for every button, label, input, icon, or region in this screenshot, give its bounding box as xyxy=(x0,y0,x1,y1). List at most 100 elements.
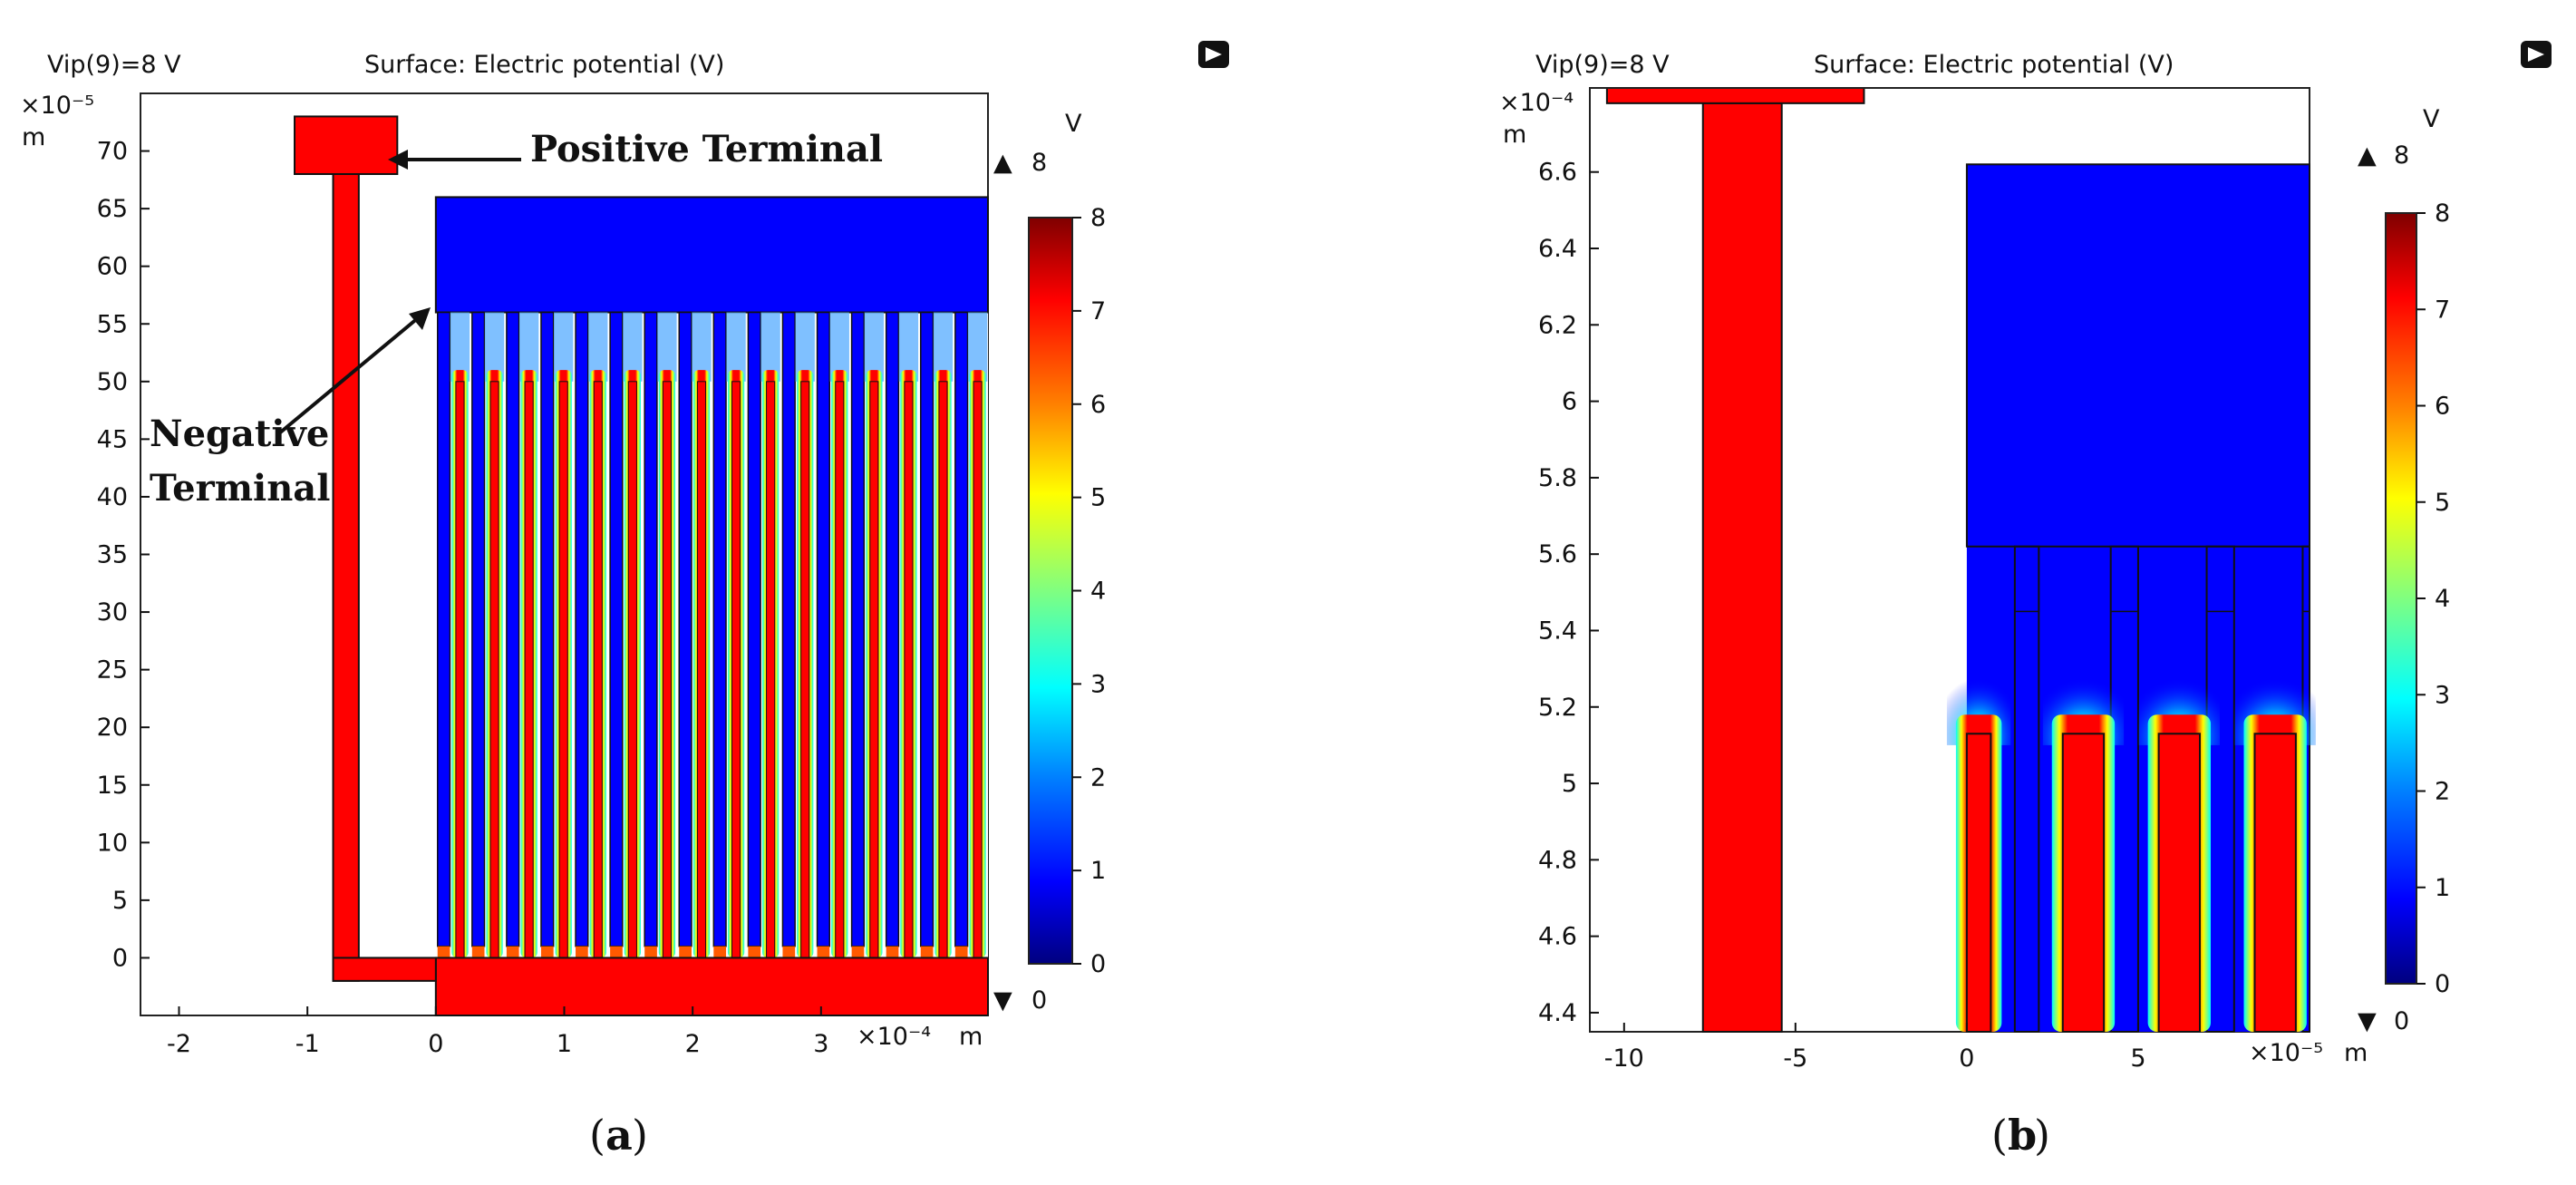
y-tick-label: 5 xyxy=(112,887,128,915)
field-halo xyxy=(450,312,470,382)
positive-finger-core xyxy=(869,381,879,958)
positive-finger-core xyxy=(455,381,465,958)
field-hot-zone xyxy=(782,946,796,958)
colorbar-tick-label: 1 xyxy=(1090,857,1106,885)
field-halo xyxy=(623,312,643,382)
field-hot-zone xyxy=(920,946,934,958)
field-halo xyxy=(554,312,574,382)
colorbar-tick-label: 8 xyxy=(1090,204,1106,232)
x-tick-label: 3 xyxy=(813,1030,828,1058)
y-tick-label: 65 xyxy=(97,195,128,223)
negative-terminal-label-line2: Terminal xyxy=(150,467,330,510)
positive-finger-core xyxy=(593,381,603,958)
field-halo xyxy=(933,312,954,382)
y-tick-label: 50 xyxy=(97,368,128,396)
chart-title-a: Surface: Electric potential (V) xyxy=(364,51,724,79)
caption-b-letter: b xyxy=(2008,1111,2037,1160)
panel-a: -2 -1 0 1 2 3 0 5 10 15 20 25 30 35 40 45 50 55 60 65 70 Vip… xyxy=(20,41,1229,1160)
colorbar-tick-label: 4 xyxy=(2435,585,2450,613)
y-tick-label: 55 xyxy=(97,310,128,338)
positive-finger-core xyxy=(731,381,741,958)
colorbar-a xyxy=(1028,217,1073,965)
y-tick-label: 45 xyxy=(97,425,128,453)
negative-terminal-arrow xyxy=(277,316,421,435)
y-tick-label: 20 xyxy=(97,714,128,742)
y-tick-label: 70 xyxy=(97,138,128,166)
field-hot-zone xyxy=(817,946,830,958)
negative-finger xyxy=(850,311,866,947)
colorbar-tick-label: 4 xyxy=(1090,578,1106,606)
y-tick-label: 5 xyxy=(1562,770,1577,798)
field-hot-zone xyxy=(576,946,588,958)
positive-pad xyxy=(294,115,399,175)
negative-bus xyxy=(1965,163,2311,548)
x-unit-label-a: m xyxy=(959,1023,983,1051)
y-tick-label: 6.4 xyxy=(1538,235,1577,263)
y-tick-label: 15 xyxy=(97,772,128,800)
colorbar-min-label-b: 0 xyxy=(2394,1007,2409,1035)
y-tick-label: 4.6 xyxy=(1538,923,1577,951)
x-tick-label: -10 xyxy=(1604,1044,1644,1073)
y-tick-label: 0 xyxy=(112,944,128,972)
colorbar-tick-label: 5 xyxy=(2435,489,2450,517)
negative-finger-outline xyxy=(2205,545,2235,613)
field-halo xyxy=(588,312,608,382)
y-tick-label: 10 xyxy=(97,829,128,857)
y-tick-label: 25 xyxy=(97,656,128,685)
negative-finger-outline xyxy=(2014,545,2040,613)
negative-finger xyxy=(920,311,935,947)
y-scale-label-b: ×10⁻⁴ xyxy=(1499,89,1574,117)
negative-terminal-arrowhead xyxy=(409,307,431,330)
field-halo xyxy=(967,312,988,382)
y-unit-label-a: m xyxy=(22,123,45,151)
positive-terminal-arrowhead xyxy=(388,150,408,170)
y-tick-label: 5.2 xyxy=(1538,694,1577,722)
field-halo xyxy=(864,312,885,382)
y-tick-label: 40 xyxy=(97,483,128,511)
x-tick-label: 0 xyxy=(1959,1044,1974,1073)
negative-finger xyxy=(609,311,624,947)
positive-finger xyxy=(2157,733,2202,1034)
caption-a-close: ) xyxy=(632,1111,648,1160)
y-tick-label: 6.2 xyxy=(1538,311,1577,339)
x-unit-label-b: m xyxy=(2344,1039,2368,1067)
chart-title-b: Surface: Electric potential (V) xyxy=(1814,51,2174,79)
negative-bus xyxy=(434,196,990,314)
positive-finger-core xyxy=(938,381,948,958)
x-tick-label: 2 xyxy=(685,1030,701,1058)
y-unit-label-b: m xyxy=(1503,121,1526,149)
field-hot-zone xyxy=(748,946,761,958)
y-tick-label: 6 xyxy=(1562,388,1577,416)
colorbar-max-marker-b: ▲ xyxy=(2358,141,2377,170)
negative-finger-outline xyxy=(2301,545,2310,613)
colorbar-tick-label: 3 xyxy=(1090,670,1106,698)
y-tick-label: 5.6 xyxy=(1538,540,1577,568)
colorbar-max-label-a: 8 xyxy=(1031,149,1047,177)
y-tick-label: 60 xyxy=(97,253,128,281)
colorbar-tick-label: 3 xyxy=(2435,681,2450,709)
negative-finger xyxy=(954,311,969,947)
colorbar-max-marker-a: ▲ xyxy=(993,149,1012,177)
positive-finger-core xyxy=(489,381,499,958)
axes-b: -10 -5 0 5 4.4 4.6 4.8 5 5.2 5.4 5.6 5.8 6 6.2 6.4 6.6 xyxy=(1538,159,2145,1073)
y-tick-label: 30 xyxy=(97,598,128,626)
x-tick-label: -2 xyxy=(167,1030,191,1058)
x-tick-label: 0 xyxy=(428,1030,443,1058)
geometry-b xyxy=(1590,87,2316,1034)
parameter-label-b: Vip(9)=8 V xyxy=(1535,51,1670,79)
field-halo xyxy=(795,312,815,382)
comsol-logo-icon xyxy=(1198,41,1229,68)
positive-finger-core xyxy=(558,381,568,958)
negative-finger xyxy=(816,311,830,947)
comsol-logo-icon xyxy=(2521,41,2552,68)
negative-finger xyxy=(644,311,658,947)
negative-finger xyxy=(678,311,692,947)
positive-stem xyxy=(1701,102,1783,1034)
y-tick-label: 5.8 xyxy=(1538,464,1577,492)
colorbar-min-marker-b: ▼ xyxy=(2358,1007,2377,1035)
field-hot-zone xyxy=(644,946,657,958)
y-tick-label: 4.4 xyxy=(1538,999,1577,1027)
positive-finger-core xyxy=(973,381,983,958)
negative-finger xyxy=(575,311,589,947)
